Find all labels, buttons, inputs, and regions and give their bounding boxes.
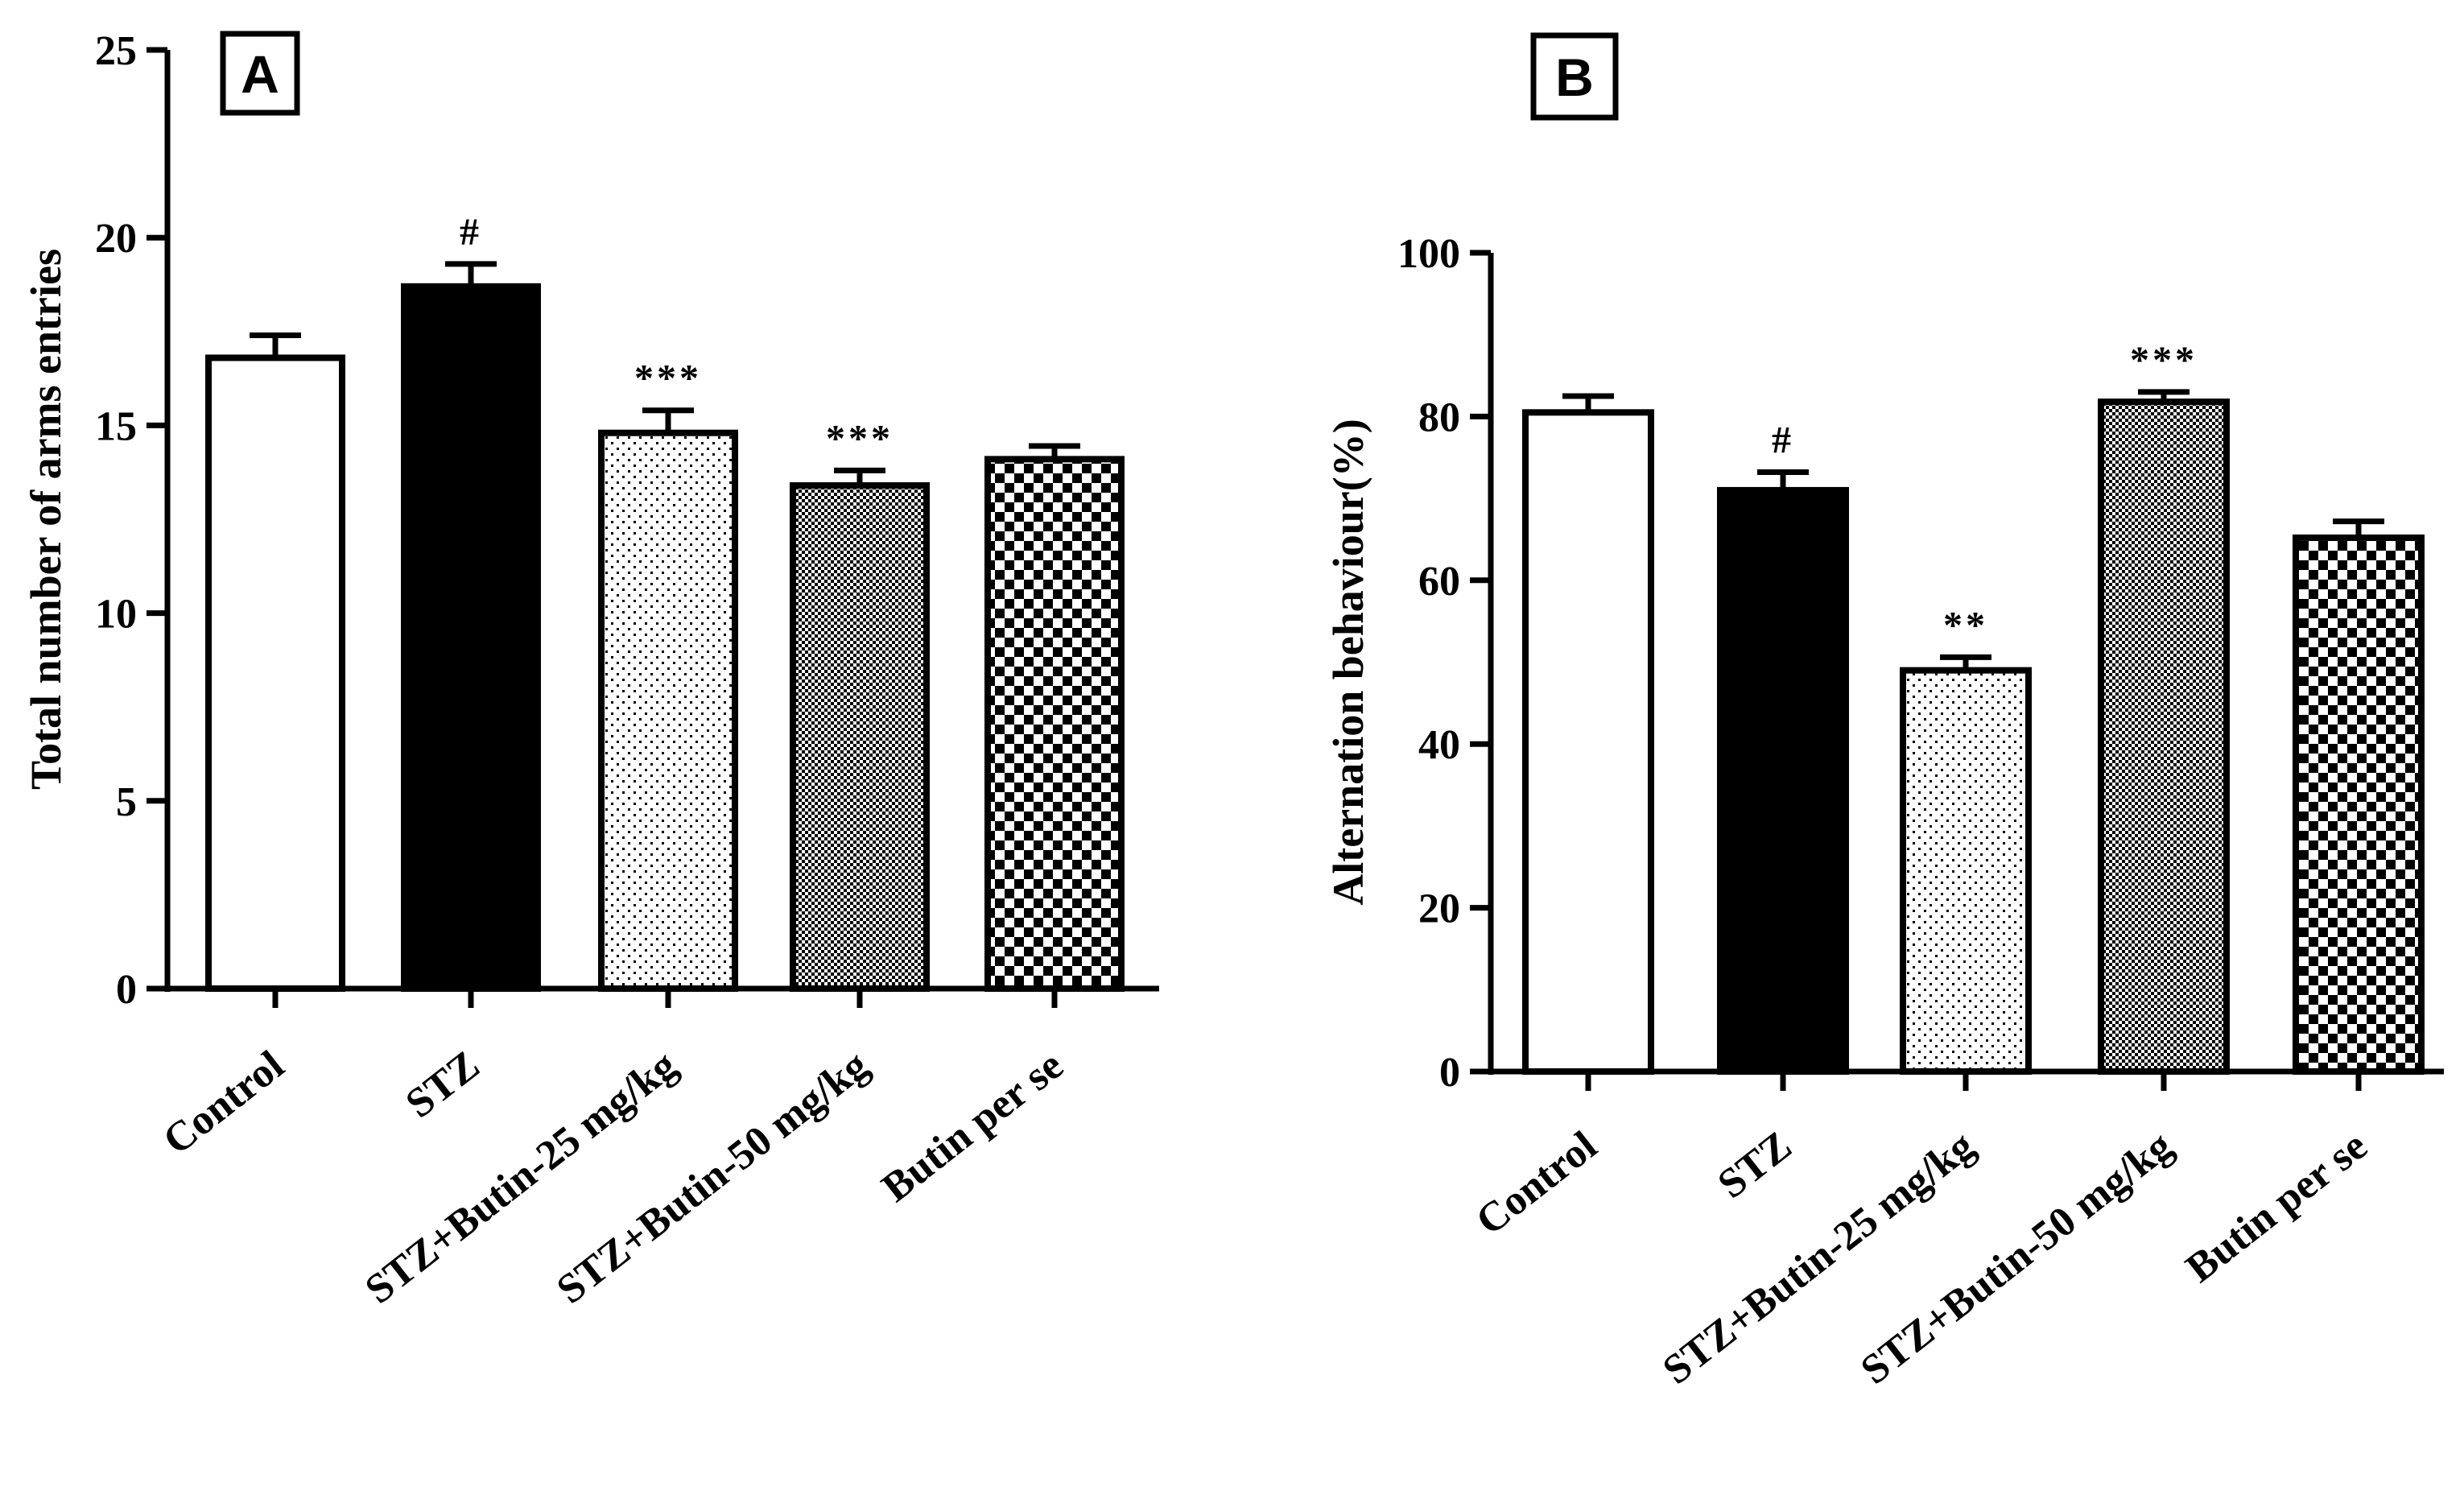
y-tick-label: 60: [1418, 559, 1460, 605]
category-label: STZ+Butin-25 mg/kg: [1654, 1123, 1983, 1394]
panel-a: A # *** *** 0 5 10 15 20 25 Control STZSTZ+Butin-25…: [22, 28, 1159, 1313]
y-tick-label: 100: [1397, 231, 1460, 277]
category-label: Control: [155, 1043, 292, 1164]
y-tick-label: 80: [1418, 394, 1460, 440]
category-label: Butin per se: [2177, 1123, 2375, 1292]
panel-label-box: [1530, 32, 1619, 121]
panel-label: B: [1555, 47, 1594, 107]
y-axis-title: Alternation behaviour(%): [1324, 419, 1372, 905]
y-tick-label: 5: [116, 779, 137, 825]
y-tick-label: 0: [116, 967, 137, 1013]
category-label: STZ+Butin-25 mg/kg: [357, 1043, 685, 1313]
significance-label: **: [1943, 604, 1988, 646]
bar: [790, 482, 930, 992]
category-label: Butin per se: [873, 1043, 1071, 1212]
significance-label: #: [1772, 419, 1794, 462]
significance-label: ***: [634, 357, 702, 400]
y-tick-label: 20: [95, 216, 137, 262]
category-label: STZ: [398, 1043, 489, 1127]
y-tick-label: 15: [95, 403, 137, 449]
significance-label: ***: [826, 417, 894, 460]
bar: [1522, 409, 1654, 1075]
y-axis-title: Total number of arms entries: [22, 249, 70, 790]
bar: [205, 354, 345, 992]
bar: [2293, 534, 2425, 1075]
panel-label: A: [241, 44, 279, 104]
bar: [1900, 667, 2032, 1075]
category-label: STZ: [1710, 1123, 1801, 1208]
bar: [401, 283, 541, 993]
bar: [1717, 486, 1849, 1075]
bar: [2098, 398, 2230, 1075]
y-tick-label: 0: [1439, 1050, 1460, 1096]
category-label: Control: [1467, 1123, 1605, 1245]
panel-label-box: [220, 31, 300, 116]
y-tick-label: 25: [95, 28, 137, 74]
y-tick-label: 40: [1418, 722, 1460, 768]
significance-label: #: [460, 211, 482, 254]
significance-label: ***: [2130, 339, 2198, 382]
category-label: STZ+Butin-50 mg/kg: [548, 1043, 877, 1313]
bar: [984, 456, 1125, 992]
y-tick-label: 10: [95, 592, 137, 638]
y-tick-label: 20: [1418, 886, 1460, 932]
bar: [598, 429, 738, 992]
